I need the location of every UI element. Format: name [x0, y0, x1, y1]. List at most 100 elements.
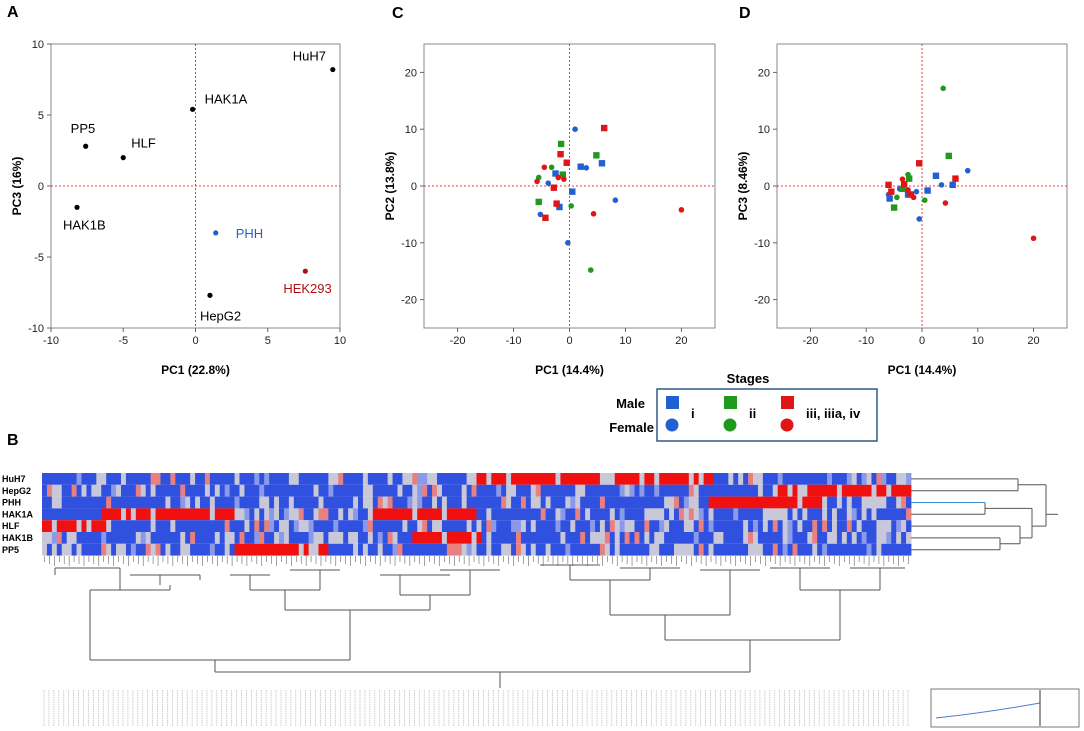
y-tick-label: 10: [758, 124, 770, 136]
heatmap-cell: [530, 520, 537, 532]
heatmap-cell: [733, 496, 739, 509]
heatmap-cell: [550, 532, 556, 544]
heatmap-cell: [81, 532, 87, 544]
heatmap-cell: [56, 543, 63, 556]
heatmap-cell: [896, 484, 902, 497]
point-phh: [213, 230, 219, 236]
heatmap-cell: [61, 508, 68, 521]
heatmap-cell: [81, 484, 87, 497]
heatmap-cell: [402, 496, 408, 509]
heatmap-cell: [412, 520, 418, 532]
heatmap-cell: [387, 496, 393, 509]
heatmap-cell: [644, 520, 650, 532]
heatmap-cell: [738, 532, 744, 544]
heatmap-cell: [851, 473, 858, 485]
heatmap-cell: [471, 520, 477, 532]
legend-box: [656, 388, 878, 442]
heatmap-cell: [441, 543, 448, 556]
heatmap-cell: [175, 473, 181, 485]
heatmap-cell: [195, 508, 201, 521]
heatmap-cell: [283, 508, 290, 521]
heatmap-cell: [540, 484, 547, 497]
stage-point-square: [885, 181, 892, 189]
heatmap-cell: [886, 484, 892, 497]
heatmap-cell: [718, 532, 724, 544]
heatmap-cell: [343, 473, 349, 485]
heatmap-cell: [777, 543, 784, 556]
heatmap-cell: [733, 520, 739, 532]
heatmap-cell: [639, 532, 645, 544]
heatmap-cell: [249, 520, 255, 532]
heatmap-cell: [580, 520, 586, 532]
heatmap-cell: [846, 532, 853, 544]
heatmap-cell: [817, 496, 823, 509]
heatmap-cell: [303, 543, 310, 556]
heatmap-cell: [476, 508, 482, 521]
heatmap-cell: [708, 496, 714, 509]
heatmap-cell: [204, 496, 211, 509]
heatmap-cell: [323, 508, 329, 521]
heatmap-cell: [678, 496, 685, 509]
heatmap-cell: [861, 508, 867, 521]
heatmap-cell: [802, 484, 808, 497]
heatmap-cell: [713, 520, 719, 532]
heatmap-cell: [244, 543, 250, 556]
heatmap-cell: [170, 532, 176, 544]
stage-point-circle: [940, 85, 946, 92]
heatmap-cell: [71, 520, 77, 532]
heatmap-cell: [698, 520, 705, 532]
heatmap-cell: [106, 532, 112, 544]
heatmap-cell: [822, 520, 828, 532]
heatmap-cell: [348, 473, 354, 485]
heatmap-cell: [96, 508, 102, 521]
heatmap-cell: [125, 496, 132, 509]
heatmap-cell: [61, 520, 68, 532]
heatmap-cell: [664, 473, 670, 485]
heatmap-cell: [121, 473, 127, 485]
heatmap-cell: [456, 484, 463, 497]
heatmap-cell: [891, 543, 897, 556]
heatmap-cell: [555, 508, 561, 521]
heatmap-cell: [782, 484, 788, 497]
heatmap-cell: [772, 496, 779, 509]
heatmap-cell: [866, 543, 872, 556]
heatmap-cell: [787, 520, 793, 532]
heatmap-cell: [846, 473, 853, 485]
heatmap-cell: [886, 508, 892, 521]
heatmap-cell: [249, 473, 255, 485]
heatmap-cell: [338, 496, 344, 509]
heatmap-cell: [604, 532, 611, 544]
heatmap-cell: [797, 484, 803, 497]
heatmap-cell: [496, 473, 502, 485]
heatmap-cell: [239, 520, 245, 532]
heatmap-cell: [56, 520, 63, 532]
heatmap-cell: [629, 508, 635, 521]
heatmap-cell: [540, 520, 547, 532]
heatmap-cell: [674, 532, 680, 544]
heatmap-cell: [116, 508, 122, 521]
heatmap-cell: [145, 484, 152, 497]
heatmap-cell: [318, 543, 324, 556]
heatmap-cell: [86, 520, 92, 532]
heatmap-cell: [792, 496, 798, 509]
heatmap-cell: [269, 532, 275, 544]
heatmap-cell: [214, 484, 221, 497]
heatmap-cell: [748, 473, 754, 485]
heatmap-cell: [614, 532, 621, 544]
heatmap-cell: [876, 532, 882, 544]
heatmap-cell: [150, 520, 156, 532]
heatmap-cell: [516, 473, 522, 485]
heatmap-cell: [792, 484, 798, 497]
heatmap-cell: [604, 508, 611, 521]
heatmap-cell: [165, 532, 171, 544]
heatmap-cell: [881, 520, 887, 532]
heatmap-cell: [308, 532, 314, 544]
heatmap-cell: [664, 520, 670, 532]
heatmap-cell: [619, 508, 626, 521]
heatmap-cell: [204, 473, 211, 485]
stage-point-square: [900, 181, 908, 188]
heatmap-cell: [723, 496, 729, 509]
heatmap-cell: [836, 520, 843, 532]
heatmap-cell: [535, 520, 542, 532]
heatmap-cell: [259, 496, 265, 509]
